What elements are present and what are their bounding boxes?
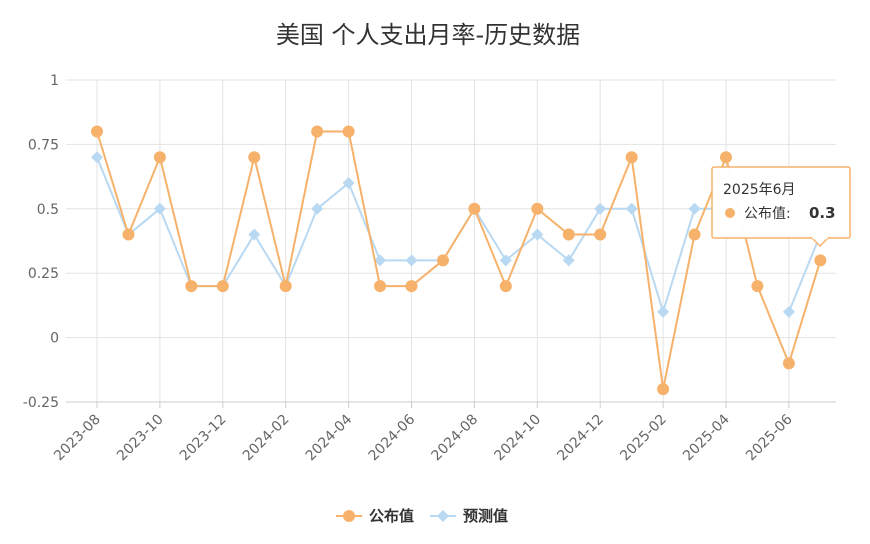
x-tick-label: 2024-08 [429,412,482,465]
y-tick-label: 0.25 [28,266,59,282]
point-forecast[interactable] [374,254,387,267]
point-forecast[interactable] [248,228,261,241]
point-actual[interactable] [436,254,449,267]
point-actual[interactable] [248,151,261,164]
x-tick-label: 2024-02 [240,412,293,465]
point-forecast[interactable] [405,254,418,267]
tooltip-series-label: 公布值: [744,206,791,222]
chart-title: 美国 个人支出月率-历史数据 [276,21,580,49]
point-actual[interactable] [751,280,764,293]
point-actual[interactable] [279,280,292,293]
tooltip-date: 2025年6月 [723,182,796,198]
series [91,125,827,396]
point-actual[interactable] [562,228,575,241]
point-actual[interactable] [782,357,795,370]
point-forecast[interactable] [91,151,103,164]
legend-item-actual[interactable]: 公布值 [336,507,414,525]
point-forecast[interactable] [688,202,701,215]
legend-label-actual: 公布值 [369,507,414,525]
legend-item-forecast[interactable]: 预测值 [430,507,508,525]
y-tick-label: -0.25 [23,395,59,411]
x-tick-label: 2024-04 [303,411,356,464]
tooltip-pointer [810,237,830,248]
y-tick-label: 0 [50,331,59,347]
point-forecast[interactable] [594,202,607,215]
point-forecast[interactable] [531,228,544,241]
point-actual[interactable] [657,383,670,396]
y-axis-ticks: 1 0.75 0.5 0.25 0 -0.25 [23,73,59,411]
x-axis-ticks: 2023-08 2023-10 2023-12 2024-02 2024-04 2024-… [51,411,796,464]
point-actual[interactable] [311,125,324,138]
point-actual[interactable] [153,151,166,164]
x-tick-label: 2025-06 [743,411,796,464]
tooltip: 2025年6月 公布值: 0.3 [711,166,851,248]
point-forecast[interactable] [153,202,166,215]
point-actual[interactable] [468,202,481,215]
y-tick-label: 0.5 [37,202,59,218]
legend-marker-forecast [437,510,449,522]
legend-label-forecast: 预测值 [463,507,508,525]
point-forecast[interactable] [311,202,324,215]
point-actual[interactable] [499,280,512,293]
point-actual[interactable] [405,280,418,293]
point-forecast[interactable] [782,305,795,318]
x-tick-label: 2025-04 [680,411,733,464]
x-tick-label: 2025-02 [617,412,670,465]
point-forecast[interactable] [342,177,355,190]
legend-marker-actual [343,510,355,522]
point-actual[interactable] [374,280,387,293]
y-tick-label: 0.75 [28,137,59,153]
series-actual [91,125,827,396]
point-actual[interactable] [720,151,732,164]
legend[interactable]: 公布值 预测值 [336,507,508,525]
point-actual[interactable] [814,254,827,267]
point-actual[interactable] [122,228,135,241]
point-actual[interactable] [594,228,607,241]
point-forecast[interactable] [562,254,575,267]
point-actual[interactable] [531,202,544,215]
point-forecast[interactable] [657,305,670,318]
grid [66,79,836,408]
point-actual[interactable] [688,228,701,241]
point-forecast[interactable] [625,202,638,215]
y-tick-label: 1 [50,73,59,89]
point-actual[interactable] [185,280,198,293]
x-tick-label: 2024-12 [554,412,607,465]
x-tick-label: 2023-10 [114,412,167,465]
x-tick-label: 2024-06 [366,411,419,464]
point-forecast[interactable] [499,254,512,267]
tooltip-value: 0.3 [809,204,836,222]
tooltip-marker [725,208,735,218]
point-actual[interactable] [216,280,229,293]
x-tick-label: 2024-10 [491,412,544,465]
x-tick-label: 2023-12 [177,412,230,465]
point-actual[interactable] [625,151,638,164]
point-actual[interactable] [342,125,355,138]
point-actual[interactable] [91,125,103,138]
x-tick-label: 2023-08 [51,412,104,465]
tooltip-box [711,166,851,239]
